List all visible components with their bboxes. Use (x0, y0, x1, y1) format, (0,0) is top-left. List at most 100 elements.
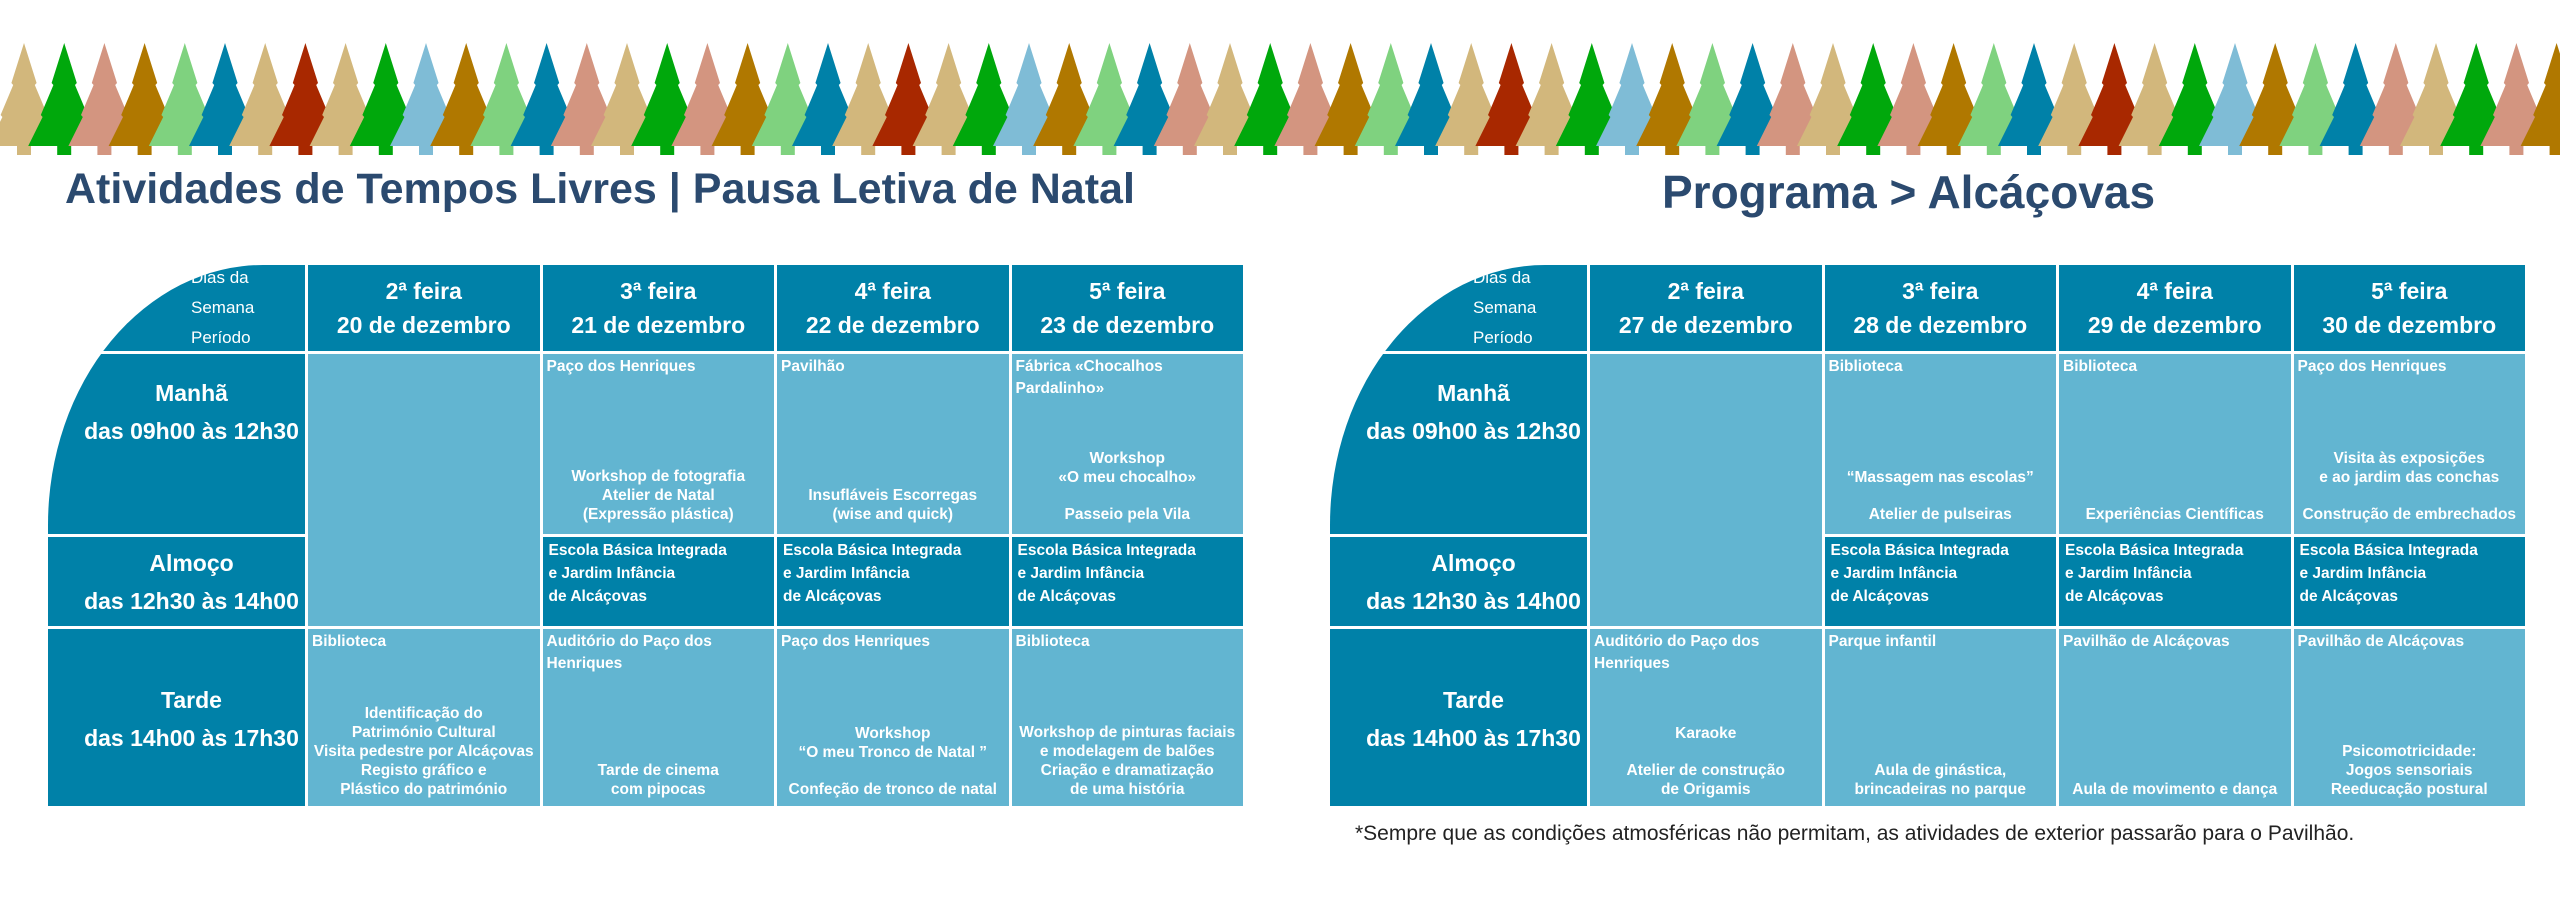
activity-line: e modelagem de balões (1039, 743, 1215, 760)
lunch-line: e Jardim Infância (2065, 565, 2192, 582)
activity-cell: Pavilhão de Alcáçovas Psicomotricidade: Jo… (2293, 629, 2525, 806)
activity-location: Pavilhão (781, 358, 845, 375)
activity-line: “O meu Tronco de Natal ” (798, 744, 988, 761)
weekday: 2ª feira (385, 278, 462, 304)
activity-line: de Origamis (1660, 781, 1751, 798)
lunch-line: de Alcáçovas (2299, 588, 2399, 605)
activity-cell: Auditório do Paço dos Henriques Tarde de … (542, 629, 774, 806)
activity-line: Visita às exposições (2333, 450, 2485, 467)
date: 30 de dezembro (2322, 312, 2497, 338)
weekday: 5ª feira (1089, 278, 1166, 304)
activity-line: Atelier de pulseiras (1868, 506, 2012, 523)
activity-location: Auditório do Paço dos Henriques (1594, 633, 1760, 672)
activity-list: Aula de ginástica, brincadeiras no parque (1829, 653, 2053, 805)
date: 20 de dezembro (336, 312, 511, 338)
period-afternoon: Tarde das 14h00 às 17h30 (1330, 629, 1587, 806)
activity-line: «O meu chocalho» (1058, 469, 1197, 486)
activity-location: Biblioteca (2063, 358, 2138, 375)
activity-list: “Massagem nas escolas” Atelier de pulseir… (1829, 378, 2053, 530)
activity-group: Aula de ginástica, brincadeiras no parque (1855, 761, 2026, 799)
activity-list: Workshop de pinturas faciais e modelagem … (1016, 653, 1240, 805)
activity-line: (wise and quick) (832, 506, 954, 523)
activity-line: Karaoke (1675, 725, 1737, 742)
activity-location: Fábrica «Chocalhos Pardalinho» (1015, 358, 1163, 397)
footnote: *Sempre que as condições atmosféricas nã… (1355, 822, 2355, 845)
activity-line: (Expressão plástica) (582, 506, 734, 523)
activity-line: Aula de movimento e dança (2072, 781, 2278, 798)
day-header: 2ª feira 20 de dezembro (308, 265, 540, 351)
lunch-line: Escola Básica Integrada (1830, 542, 2009, 559)
activity-line: Aula de ginástica, (1874, 762, 2007, 779)
lunch-location-cell: Escola Básica Integrada e Jardim Infância… (1824, 537, 2056, 626)
page-title-atl: Atividades de Tempos Livres | Pausa Leti… (65, 165, 1135, 213)
lunch-line: de Alcáçovas (1830, 588, 1930, 605)
activity-location: Biblioteca (312, 633, 387, 650)
period-time: das 12h30 às 14h00 (84, 587, 299, 614)
activity-line: Workshop de pinturas faciais (1019, 724, 1236, 741)
lunch-line: e Jardim Infância (783, 565, 910, 582)
activity-line: Confeção de tronco de natal (788, 781, 997, 798)
activity-group: Passeio pela Vila (1064, 505, 1190, 524)
activity-line: Jogos sensoriais (2345, 762, 2473, 779)
activity-cell: Pavilhão de Alcáçovas Aula de movimento e… (2059, 629, 2291, 806)
activity-list: Workshop de fotografia Atelier de Natal (E… (547, 378, 771, 530)
corner-header: Dias da Semana Período (1330, 265, 1587, 351)
weekday: 4ª feira (2136, 278, 2213, 304)
activity-line: Reeducação postural (2330, 781, 2488, 798)
lunch-line: e Jardim Infância (1017, 565, 1145, 582)
empty-cell (1590, 354, 1822, 626)
activity-line: Criação e dramatização (1040, 762, 1214, 779)
activity-line: brincadeiras no parque (1854, 781, 2026, 798)
date: 29 de dezembro (2087, 312, 2262, 338)
day-header: 3ª feira 21 de dezembro (542, 265, 774, 351)
lunch-line: Escola Básica Integrada (2065, 542, 2244, 559)
activity-location: Pavilhão de Alcáçovas (2297, 633, 2465, 650)
activity-location: Paço dos Henriques (2297, 358, 2447, 375)
weekday: 4ª feira (854, 278, 931, 304)
lunch-line: Escola Básica Integrada (548, 542, 727, 559)
activity-group: Identificação do Património Cultural Visit… (314, 704, 534, 799)
period-time: das 12h30 às 14h00 (1366, 587, 1581, 614)
empty-cell (308, 354, 540, 626)
activity-cell: Paço dos Henriques Workshop “O meu Tronco … (777, 629, 1009, 806)
day-header: 4ª feira 29 de dezembro (2059, 265, 2291, 351)
period-name: Almoço (149, 549, 234, 576)
period-name: Almoço (1431, 549, 1516, 576)
page-title-programa: Programa > Alcáçovas (1662, 166, 2156, 218)
activity-location: Parque infantil (1828, 633, 1937, 650)
activity-group: Experiências Científicas (2086, 505, 2264, 524)
activity-group: Construção de embrechados (2302, 505, 2516, 524)
date: 27 de dezembro (1618, 312, 1793, 338)
activity-list: Psicomotricidade: Jogos sensoriais Reeduca… (2298, 653, 2522, 805)
activity-list: Karaoke Atelier de construção de Origamis (1594, 675, 1818, 805)
activity-list: Workshop «O meu chocalho» Passeio pela Vil… (1016, 400, 1240, 530)
activity-line: Património Cultural (351, 724, 496, 741)
weekday: 5ª feira (2371, 278, 2448, 304)
activity-list: Tarde de cinema com pipocas (547, 675, 771, 805)
activity-list: Experiências Científicas (2063, 378, 2287, 530)
lunch-location-cell: Escola Básica Integrada e Jardim Infância… (777, 537, 1009, 626)
period-morning: Manhã das 09h00 às 12h30 (48, 354, 305, 534)
lunch-line: de Alcáçovas (2065, 588, 2164, 605)
activity-cell: Pavilhão Insufláveis Escorregas (wise and … (777, 354, 1009, 534)
activity-location: Biblioteca (1828, 358, 1903, 375)
activity-cell: Paço dos Henriques Visita às exposições e … (2293, 354, 2525, 534)
activity-line: “Massagem nas escolas” (1846, 469, 2034, 486)
weekday: 3ª feira (620, 278, 697, 304)
activity-group: Aula de movimento e dança (2072, 780, 2277, 799)
period-name: Tarde (161, 687, 222, 713)
day-header: 5ª feira 30 de dezembro (2293, 265, 2525, 351)
lunch-line: e Jardim Infância (2299, 565, 2427, 582)
period-morning: Manhã das 09h00 às 12h30 (1330, 354, 1587, 534)
schedule-table-week-2: Dias da Semana Período 2ª feira 27 de dezem… (1330, 265, 2525, 806)
activity-line: Insufláveis Escorregas (808, 487, 978, 504)
activity-group: Atelier de pulseiras (1869, 505, 2012, 524)
christmas-tree-banner (0, 43, 2560, 155)
activity-group: Atelier de construção de Origamis (1627, 761, 1786, 799)
activity-group: Workshop “O meu Tronco de Natal ” (798, 724, 987, 762)
activity-location: Paço dos Henriques (781, 633, 931, 650)
activity-list: Aula de movimento e dança (2063, 653, 2287, 805)
activity-list: Workshop “O meu Tronco de Natal ” Confeção… (781, 653, 1005, 805)
activity-cell: Biblioteca Experiências Científicas (2059, 354, 2291, 534)
period-time: das 14h00 às 17h30 (1366, 725, 1581, 751)
